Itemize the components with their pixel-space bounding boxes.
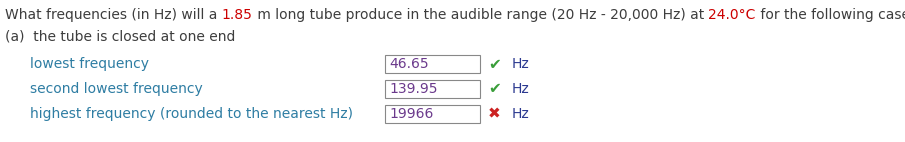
Text: 24.0°C: 24.0°C [709,8,756,22]
Text: What frequencies (in Hz) will a: What frequencies (in Hz) will a [5,8,222,22]
Text: Hz: Hz [512,107,529,121]
Text: Hz: Hz [512,57,529,71]
Text: ✔: ✔ [488,82,500,97]
Text: 1.85: 1.85 [222,8,252,22]
Text: (a)  the tube is closed at one end: (a) the tube is closed at one end [5,30,235,44]
Text: m long tube produce in the audible range (20 Hz - 20,000 Hz) at: m long tube produce in the audible range… [252,8,709,22]
Text: 139.95: 139.95 [389,82,437,96]
Text: 46.65: 46.65 [389,57,429,71]
Text: Hz: Hz [512,82,529,96]
Text: second lowest frequency: second lowest frequency [30,82,203,96]
Text: highest frequency (rounded to the nearest Hz): highest frequency (rounded to the neares… [30,107,353,121]
Text: ✔: ✔ [488,57,500,72]
Text: 19966: 19966 [389,107,433,121]
Text: for the following cases?: for the following cases? [756,8,905,22]
Text: lowest frequency: lowest frequency [30,57,149,71]
Text: ✖: ✖ [488,106,500,122]
